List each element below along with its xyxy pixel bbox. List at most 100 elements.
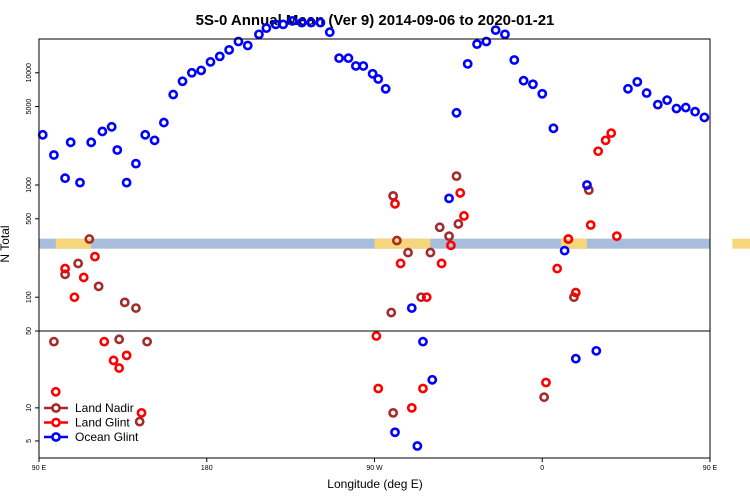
y-tick-label: 1000 [26, 177, 33, 193]
data-point-ocean-glint [334, 53, 344, 64]
data-point-ocean-glint [60, 173, 70, 184]
data-point-land-glint [436, 258, 447, 269]
data-point-ocean-glint [296, 17, 307, 28]
data-point-ocean-glint [591, 345, 602, 356]
data-point-land-nadir [388, 190, 399, 201]
y-tick-label: 100 [26, 291, 33, 303]
data-point-land-nadir [131, 303, 141, 313]
data-point-land-nadir [583, 185, 594, 196]
data-point-ocean-glint [472, 39, 482, 50]
y-axis-label: N Total [0, 225, 12, 262]
band-land-span [560, 238, 587, 249]
legend-entry: Ocean Glint [44, 430, 139, 444]
data-point-ocean-glint [518, 75, 529, 86]
data-point-land-nadir [49, 336, 59, 347]
data-point-land-glint [371, 331, 382, 341]
data-point-ocean-glint [537, 88, 548, 99]
data-point-ocean-glint [367, 68, 378, 79]
data-point-ocean-glint [358, 61, 369, 71]
data-point-land-glint [421, 292, 432, 303]
data-point-land-glint [50, 386, 61, 397]
legend-swatch-marker [51, 432, 61, 442]
data-point-land-glint [570, 287, 581, 298]
data-point-land-glint [563, 234, 574, 244]
legend-swatch-marker [51, 417, 61, 428]
data-point-land-nadir [142, 336, 153, 347]
data-point-ocean-glint [699, 112, 710, 123]
data-point-ocean-glint [168, 89, 179, 100]
x-tick-label: 90 W [366, 465, 383, 472]
data-point-land-nadir [416, 292, 426, 303]
data-point-ocean-glint [233, 36, 244, 47]
data-point-ocean-glint [559, 245, 570, 256]
data-point-ocean-glint [49, 150, 59, 160]
data-point-ocean-glint [623, 83, 633, 94]
y-tick-label: 10000 [26, 63, 33, 83]
data-point-ocean-glint [418, 336, 428, 347]
x-tick-label: 90 E [32, 465, 47, 472]
legend-swatch-marker [51, 403, 61, 413]
data-point-land-nadir [434, 222, 445, 233]
y-tick-label: 5 [26, 439, 33, 443]
data-point-ocean-glint [490, 25, 501, 36]
y-tick-label: 5000 [26, 99, 33, 115]
data-point-land-nadir [425, 247, 436, 258]
data-point-land-glint [121, 350, 132, 361]
data-point-ocean-glint [570, 353, 581, 364]
x-tick-label: 0 [540, 465, 544, 472]
data-point-land-nadir [403, 247, 413, 258]
data-point-ocean-glint [406, 303, 417, 313]
value-band [39, 238, 750, 249]
data-point-ocean-glint [324, 27, 335, 38]
data-point-land-glint [373, 383, 384, 394]
data-point-ocean-glint [427, 374, 438, 385]
data-point-ocean-glint [662, 95, 673, 106]
data-point-land-glint [606, 128, 617, 139]
data-point-ocean-glint [350, 61, 361, 71]
data-point-land-glint [446, 240, 456, 251]
data-point-land-glint [541, 377, 551, 388]
data-point-ocean-glint [131, 158, 141, 169]
data-point-ocean-glint [690, 106, 700, 117]
chart-title: 5S-0 Annual Mean (Ver 9) 2014-09-06 to 2… [196, 12, 555, 29]
data-point-land-nadir [134, 416, 145, 427]
legend-label: Land Glint [75, 416, 130, 430]
data-point-land-glint [99, 336, 110, 347]
data-point-ocean-glint [373, 74, 384, 84]
data-point-land-glint [455, 188, 466, 198]
legend-entry: Land Nadir [44, 401, 134, 415]
data-point-land-glint [585, 220, 596, 230]
data-point-land-glint [60, 263, 70, 274]
y-tick-label: 500 [26, 213, 33, 225]
data-point-land-nadir [60, 269, 70, 280]
x-axis-label: Longitude (deg E) [327, 477, 422, 491]
data-point-ocean-glint [196, 65, 207, 76]
data-point-ocean-glint [242, 40, 253, 51]
data-point-ocean-glint [306, 17, 317, 28]
data-point-land-nadir [391, 235, 402, 246]
data-point-land-nadir [119, 297, 130, 308]
data-point-land-nadir [114, 334, 125, 345]
data-point-land-nadir [73, 258, 84, 269]
data-point-ocean-glint [680, 102, 691, 113]
data-point-ocean-glint [315, 17, 326, 28]
data-point-ocean-glint [112, 145, 123, 155]
data-point-ocean-glint [632, 76, 643, 87]
data-point-land-nadir [539, 392, 550, 403]
data-point-land-glint [395, 258, 406, 269]
data-point-ocean-glint [444, 193, 454, 204]
data-point-ocean-glint [86, 137, 97, 148]
data-point-ocean-glint [75, 177, 85, 188]
data-point-ocean-glint [121, 177, 132, 188]
data-point-ocean-glint [261, 23, 272, 34]
data-point-land-glint [78, 272, 89, 283]
data-point-ocean-glint [462, 58, 473, 69]
data-point-land-glint [108, 355, 119, 366]
data-point-ocean-glint [177, 76, 188, 87]
data-point-ocean-glint [65, 137, 76, 148]
data-point-ocean-glint [149, 135, 160, 146]
x-tick-label: 90 E [703, 465, 718, 472]
data-point-land-glint [600, 135, 611, 146]
data-point-land-glint [114, 363, 125, 373]
